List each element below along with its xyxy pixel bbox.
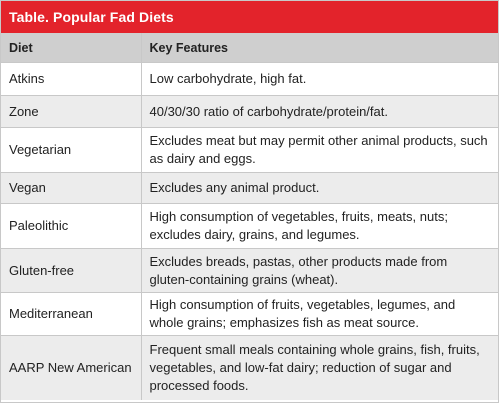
diet-name: Zone [1, 95, 141, 128]
diet-table: Diet Key Features Atkins Low carbohydrat… [1, 33, 498, 400]
diet-name: Paleolithic [1, 203, 141, 249]
diet-features: Low carbohydrate, high fat. [140, 62, 498, 96]
diet-features: 40/30/30 ratio of carbohydrate/protein/f… [140, 95, 498, 128]
diet-features: Excludes breads, pastas, other products … [140, 248, 498, 293]
diet-features: Frequent small meals containing whole gr… [140, 335, 498, 400]
diet-features: Excludes meat but may permit other anima… [140, 127, 498, 173]
diet-name: Atkins [1, 62, 141, 96]
table-row: Gluten-free Excludes breads, pastas, oth… [1, 248, 498, 293]
diet-name: Vegan [1, 172, 141, 204]
table-row: Atkins Low carbohydrate, high fat. [1, 62, 498, 96]
table-row: Paleolithic High consumption of vegetabl… [1, 203, 498, 249]
table-title: Table. Popular Fad Diets [1, 1, 498, 33]
diet-name: AARP New American [1, 335, 141, 400]
diet-features: Excludes any animal product. [140, 172, 498, 204]
diet-features: High consumption of fruits, vegetables, … [140, 292, 498, 336]
diet-name: Vegetarian [1, 127, 141, 173]
table-row: Zone 40/30/30 ratio of carbohydrate/prot… [1, 95, 498, 128]
table-row: Vegan Excludes any animal product. [1, 172, 498, 204]
table-row: Vegetarian Excludes meat but may permit … [1, 127, 498, 173]
table-row: Mediterranean High consumption of fruits… [1, 292, 498, 336]
header-row: Diet Key Features [1, 33, 498, 63]
header-diet: Diet [1, 33, 141, 63]
header-key-features: Key Features [140, 33, 498, 63]
diet-name: Gluten-free [1, 248, 141, 293]
diet-name: Mediterranean [1, 292, 141, 336]
diet-features: High consumption of vegetables, fruits, … [140, 203, 498, 249]
table-row: AARP New American Frequent small meals c… [1, 335, 498, 400]
